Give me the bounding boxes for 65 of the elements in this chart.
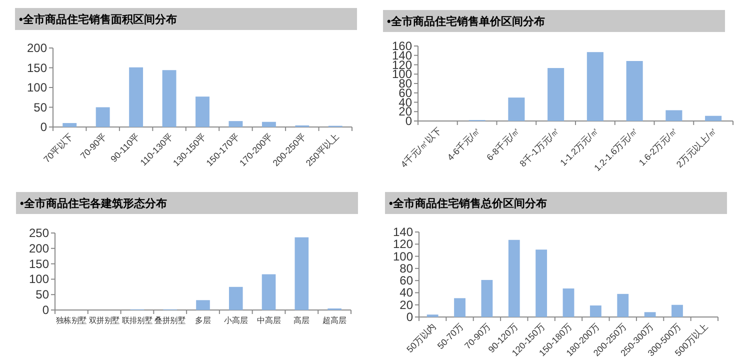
y-tick-label: 0 [42, 303, 50, 317]
bar [196, 300, 210, 310]
x-tick-label: 高层 [294, 316, 310, 325]
bar [705, 116, 722, 121]
x-tick-label: 独栋别墅 [56, 316, 88, 325]
y-tick-label: 0 [406, 310, 414, 324]
y-tick-label: 100 [392, 249, 414, 264]
x-tick-label: 小高层 [224, 316, 248, 325]
x-tick-label: 50万以内 [404, 321, 438, 355]
x-tick-label: 2万元以上/㎡ [674, 125, 719, 170]
y-tick-label: 120 [392, 237, 414, 252]
bar [196, 96, 210, 127]
x-tick-label: 中高层 [256, 316, 281, 325]
x-tick-label: 超高层 [322, 316, 347, 325]
bar [548, 68, 564, 121]
x-tick-label: 联排别墅 [122, 316, 154, 325]
bar [481, 280, 493, 317]
y-tick-label: 100 [26, 80, 48, 94]
x-tick-label: 叠拼别墅 [154, 316, 187, 325]
bar [228, 286, 243, 310]
chart-title: •全市商品住宅销售总价区间分布 [389, 197, 547, 210]
y-tick-label: 80 [400, 261, 414, 276]
bar [162, 70, 176, 127]
bar [454, 298, 466, 317]
x-tick-label: 双拼别墅 [88, 316, 121, 325]
bar [626, 61, 643, 121]
bar [536, 250, 548, 317]
y-tick-label: 40 [400, 286, 414, 300]
x-tick-label: 70平以下 [42, 131, 76, 165]
x-tick-label: 4千元/㎡以下 [398, 125, 444, 170]
y-tick-label: 200 [28, 241, 50, 256]
x-tick-label: 4-6千元/㎡ [445, 125, 482, 162]
y-tick-label: 150 [26, 60, 48, 75]
bar [129, 67, 144, 127]
chart-title: •全市商品住宅销售面积区间分布 [19, 13, 177, 26]
bar [644, 312, 656, 317]
bar [262, 274, 276, 310]
bar [562, 288, 574, 317]
bar [508, 240, 520, 317]
bar [96, 107, 110, 127]
chart-title: •全市商品住宅销售单价区间分布 [387, 15, 545, 28]
chart-title: •全市商品住宅各建筑形态分布 [20, 197, 167, 210]
x-tick-label: 多层 [195, 316, 211, 325]
bar [62, 123, 77, 127]
y-tick-label: 200 [26, 41, 48, 55]
bar [590, 305, 602, 317]
y-tick-label: 0 [40, 120, 48, 134]
bar [617, 294, 629, 317]
y-tick-label: 100 [28, 272, 50, 286]
x-tick-label: 250平以上 [304, 131, 341, 168]
bar [672, 304, 683, 317]
y-tick-label: 140 [392, 225, 414, 239]
y-tick-label: 60 [400, 274, 414, 288]
y-tick-label: 250 [28, 226, 50, 240]
bar [586, 52, 604, 121]
y-tick-label: 150 [28, 256, 50, 271]
bar [666, 110, 682, 121]
y-tick-label: 50 [34, 100, 48, 114]
bar [262, 122, 276, 127]
bar [508, 98, 525, 121]
bar [228, 121, 243, 127]
y-tick-label: 0 [405, 114, 412, 128]
bar [294, 237, 309, 310]
y-tick-label: 50 [36, 288, 50, 302]
y-tick-label: 20 [400, 298, 414, 312]
